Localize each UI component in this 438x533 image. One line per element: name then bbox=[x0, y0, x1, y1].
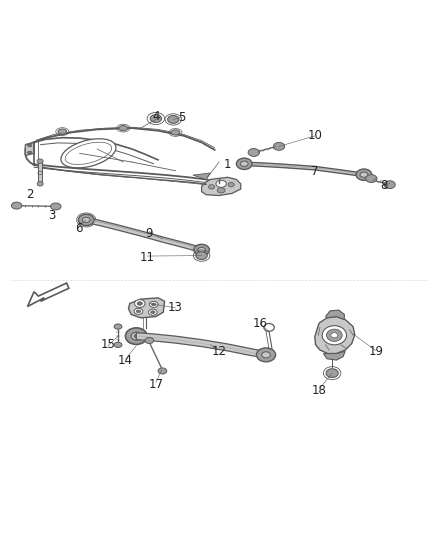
Ellipse shape bbox=[151, 311, 155, 313]
Ellipse shape bbox=[150, 115, 162, 123]
Text: 8: 8 bbox=[381, 180, 388, 192]
Text: 2: 2 bbox=[26, 188, 33, 201]
Ellipse shape bbox=[149, 301, 158, 308]
Ellipse shape bbox=[331, 333, 338, 338]
Ellipse shape bbox=[152, 303, 156, 305]
Ellipse shape bbox=[119, 125, 127, 131]
Ellipse shape bbox=[248, 149, 259, 156]
Ellipse shape bbox=[58, 129, 67, 134]
Ellipse shape bbox=[237, 158, 252, 169]
Text: 15: 15 bbox=[101, 338, 116, 351]
Ellipse shape bbox=[11, 202, 22, 209]
Polygon shape bbox=[323, 351, 345, 360]
Text: 13: 13 bbox=[168, 301, 183, 314]
Text: 4: 4 bbox=[152, 110, 159, 123]
Ellipse shape bbox=[256, 348, 276, 362]
Ellipse shape bbox=[37, 182, 43, 186]
Ellipse shape bbox=[360, 172, 368, 177]
Polygon shape bbox=[243, 162, 363, 176]
Ellipse shape bbox=[37, 159, 43, 163]
Polygon shape bbox=[86, 217, 201, 253]
Ellipse shape bbox=[240, 161, 248, 166]
Ellipse shape bbox=[114, 342, 122, 348]
Ellipse shape bbox=[145, 337, 154, 344]
Text: 10: 10 bbox=[307, 130, 322, 142]
Ellipse shape bbox=[273, 142, 285, 150]
Ellipse shape bbox=[384, 181, 395, 189]
Polygon shape bbox=[201, 177, 241, 196]
Ellipse shape bbox=[125, 328, 147, 344]
Polygon shape bbox=[136, 333, 265, 358]
Ellipse shape bbox=[28, 144, 32, 147]
Text: 6: 6 bbox=[75, 222, 83, 235]
Text: 5: 5 bbox=[178, 111, 186, 124]
Ellipse shape bbox=[216, 180, 226, 187]
Polygon shape bbox=[193, 173, 210, 180]
Ellipse shape bbox=[134, 308, 143, 314]
Ellipse shape bbox=[134, 334, 138, 338]
Polygon shape bbox=[25, 142, 34, 156]
Ellipse shape bbox=[198, 247, 205, 253]
Ellipse shape bbox=[148, 309, 157, 315]
Text: 12: 12 bbox=[212, 345, 226, 358]
Ellipse shape bbox=[326, 329, 342, 341]
Ellipse shape bbox=[171, 130, 180, 135]
Ellipse shape bbox=[168, 116, 179, 123]
Ellipse shape bbox=[322, 326, 346, 345]
Text: 7: 7 bbox=[311, 165, 318, 178]
Ellipse shape bbox=[134, 300, 145, 308]
Ellipse shape bbox=[228, 182, 234, 187]
Ellipse shape bbox=[261, 352, 270, 358]
Text: 18: 18 bbox=[312, 384, 327, 397]
Text: 14: 14 bbox=[118, 353, 133, 367]
Ellipse shape bbox=[217, 188, 225, 193]
Ellipse shape bbox=[326, 369, 338, 377]
Text: 3: 3 bbox=[48, 208, 55, 222]
Ellipse shape bbox=[208, 184, 215, 189]
Ellipse shape bbox=[78, 214, 94, 225]
Text: 17: 17 bbox=[148, 377, 163, 391]
Text: 16: 16 bbox=[253, 317, 268, 329]
Ellipse shape bbox=[194, 244, 209, 256]
Text: 1: 1 bbox=[224, 158, 231, 171]
Polygon shape bbox=[325, 310, 344, 320]
Polygon shape bbox=[128, 298, 165, 318]
Polygon shape bbox=[28, 283, 69, 306]
Ellipse shape bbox=[366, 175, 377, 182]
Ellipse shape bbox=[196, 252, 207, 260]
Ellipse shape bbox=[114, 324, 122, 329]
Ellipse shape bbox=[28, 151, 32, 154]
Ellipse shape bbox=[61, 139, 116, 168]
Ellipse shape bbox=[82, 217, 90, 223]
Ellipse shape bbox=[136, 310, 141, 313]
Ellipse shape bbox=[356, 169, 372, 180]
Ellipse shape bbox=[50, 203, 61, 210]
Text: 9: 9 bbox=[145, 227, 153, 240]
Ellipse shape bbox=[158, 368, 167, 374]
Ellipse shape bbox=[137, 302, 142, 305]
Text: 11: 11 bbox=[140, 251, 155, 264]
Ellipse shape bbox=[80, 215, 93, 225]
Ellipse shape bbox=[131, 332, 141, 340]
Polygon shape bbox=[315, 317, 355, 353]
Text: 19: 19 bbox=[368, 345, 383, 358]
Polygon shape bbox=[39, 162, 42, 184]
